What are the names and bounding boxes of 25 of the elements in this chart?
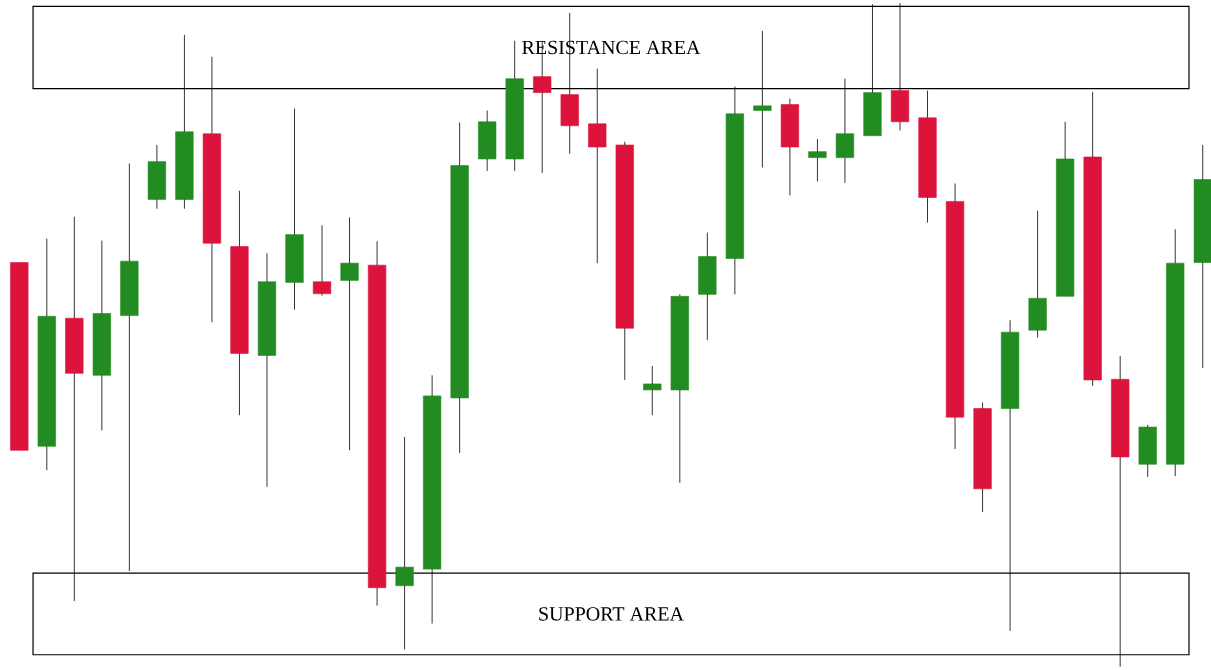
candlestick [1028, 210, 1047, 338]
candlestick [780, 98, 800, 196]
candlestick [698, 232, 717, 341]
candlestick [1166, 228, 1185, 477]
candlestick [92, 240, 111, 431]
candlestick [478, 110, 497, 172]
candlestick [257, 252, 277, 488]
candlestick [945, 183, 965, 450]
candlestick [340, 216, 359, 451]
candlestick [1138, 424, 1157, 478]
candlestick [37, 238, 56, 471]
candlestick [808, 138, 827, 182]
candlestick [147, 144, 166, 210]
candlestick [918, 90, 937, 224]
candlestick [230, 190, 249, 416]
candlestick [312, 224, 332, 297]
candlestick [973, 402, 992, 513]
candlestick [285, 108, 304, 311]
band-label: SUPPORT AREA [539, 607, 684, 621]
candlestick [1083, 91, 1102, 387]
candlestick [670, 293, 689, 484]
candlestick [1193, 144, 1211, 369]
candlestick [615, 141, 634, 381]
candlestick [450, 122, 469, 454]
candlestick [643, 365, 662, 416]
